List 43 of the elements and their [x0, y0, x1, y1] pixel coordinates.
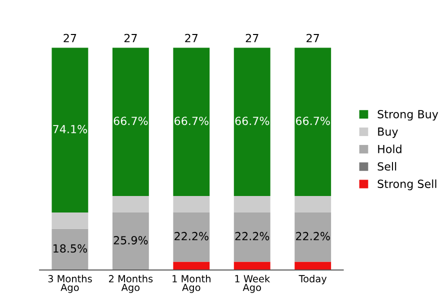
bar [173, 48, 210, 196]
bar [112, 196, 149, 212]
x-tick-label: 1 Month Ago [172, 274, 210, 293]
annotation: 27 [306, 34, 319, 42]
data-label: 66.7% [296, 116, 330, 126]
bar [173, 196, 210, 212]
bar [112, 48, 149, 196]
legend-label: Buy [378, 128, 398, 138]
bar [234, 262, 270, 270]
annotation: 27 [185, 34, 198, 42]
bar [234, 48, 270, 196]
legend-label: Sell [378, 162, 396, 171]
bar [234, 196, 270, 212]
bar [52, 228, 88, 270]
bar [294, 48, 332, 196]
bar [294, 212, 332, 262]
data-label: 66.7% [114, 116, 148, 126]
data-label: 18.5% [54, 244, 87, 253]
data-label: 22.2% [235, 232, 270, 240]
bar [52, 48, 88, 212]
data-label: 22.2% [174, 232, 208, 240]
bar [234, 212, 270, 262]
x-tick-label: 2 Months Ago [108, 274, 153, 293]
annotation: 27 [246, 34, 258, 42]
x-tick-label: Today [298, 274, 327, 284]
legend-label: Strong Buy [378, 110, 438, 121]
bar [294, 196, 332, 212]
bar [173, 262, 210, 270]
x-tick-label: 3 Months Ago [48, 274, 92, 293]
legend-label: Strong Sell [378, 179, 436, 190]
data-label: 22.2% [296, 232, 330, 240]
bar [112, 212, 149, 270]
annotation: 27 [64, 34, 76, 42]
data-label: 66.7% [174, 116, 208, 126]
data-label: 66.7% [235, 116, 270, 126]
annotation: 27 [124, 34, 137, 42]
data-label: 74.1% [53, 124, 87, 134]
x-tick-label: 1 Week Ago [235, 274, 270, 293]
bar [294, 262, 332, 270]
legend-label: Hold [378, 144, 402, 154]
bar [52, 212, 88, 229]
data-label: 25.9% [114, 236, 148, 244]
bar [173, 212, 210, 262]
